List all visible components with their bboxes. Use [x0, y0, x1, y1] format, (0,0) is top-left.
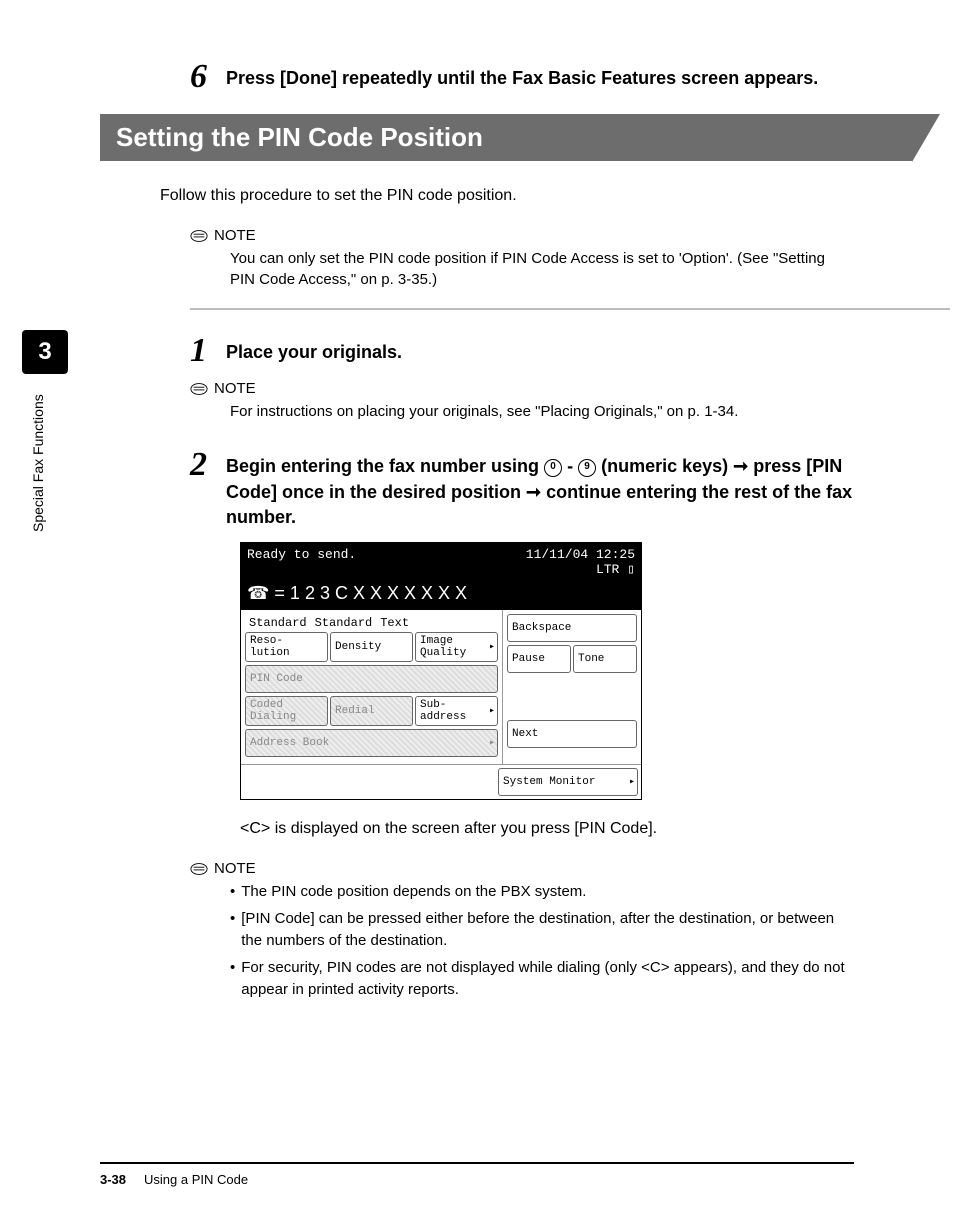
note-3-bullets: •The PIN code position depends on the PB… [230, 881, 854, 1002]
note-1: NOTE You can only set the PIN code posit… [190, 227, 854, 290]
note-icon [190, 862, 208, 876]
btn-subaddress[interactable]: Sub- address▸ [415, 696, 498, 726]
chapter-number: 3 [22, 330, 68, 374]
fax-left: Standard Standard Text Reso- lution Dens… [241, 610, 502, 764]
btn-next[interactable]: Next [507, 720, 637, 748]
divider [190, 308, 950, 310]
bullet-1: The PIN code position depends on the PBX… [241, 881, 586, 904]
sidebar-label: Special Fax Functions [30, 382, 46, 532]
step-6-text: Press [Done] repeatedly until the Fax Ba… [226, 60, 818, 91]
bullet-3: For security, PIN codes are not displaye… [241, 957, 854, 1002]
dash: - [567, 456, 578, 476]
key-0: 0 [544, 459, 562, 477]
fax-right: Backspace Pause Tone Next [502, 610, 641, 764]
btn-coded-dialing: Coded Dialing [245, 696, 328, 726]
btn-resolution[interactable]: Reso- lution [245, 632, 328, 662]
intro-text: Follow this procedure to set the PIN cod… [160, 185, 854, 207]
fax-ltr: LTR [596, 562, 619, 577]
label-text: Text [380, 616, 409, 630]
step-2-num: 2 [190, 448, 226, 482]
fax-topbar: Ready to send. 11/11/04 12:25 LTR ▯ [241, 543, 641, 581]
fax-ready: Ready to send. [247, 547, 356, 577]
btn-image-quality[interactable]: Image Quality▸ [415, 632, 498, 662]
note-3-label: NOTE [214, 860, 256, 877]
btn-pause[interactable]: Pause [507, 645, 571, 673]
note-3: NOTE •The PIN code position depends on t… [190, 860, 854, 1002]
bullet-2: [PIN Code] can be pressed either before … [241, 908, 854, 953]
caption: <C> is displayed on the screen after you… [240, 818, 854, 840]
step-2-text: Begin entering the fax number using 0 - … [226, 448, 854, 530]
step-2: 2 Begin entering the fax number using 0 … [190, 448, 854, 530]
key-9: 9 [578, 459, 596, 477]
note-1-label: NOTE [214, 227, 256, 244]
fax-datetime: 11/11/04 12:25 [526, 547, 635, 562]
label-standard1: Standard [249, 616, 307, 630]
step-1-text: Place your originals. [226, 334, 402, 365]
note-icon [190, 382, 208, 396]
footer: 3-38 Using a PIN Code [100, 1162, 854, 1187]
note-icon [190, 229, 208, 243]
btn-system-monitor[interactable]: System Monitor▸ [498, 768, 638, 796]
page-number: 3-38 [100, 1172, 126, 1187]
note-1-text: You can only set the PIN code position i… [230, 248, 854, 290]
step-6: 6 Press [Done] repeatedly until the Fax … [190, 60, 854, 94]
note-2: NOTE For instructions on placing your or… [190, 380, 854, 422]
note-2-text: For instructions on placing your origina… [230, 401, 854, 422]
step-1: 1 Place your originals. [190, 334, 854, 368]
fax-screen: Ready to send. 11/11/04 12:25 LTR ▯ ☎ = … [240, 542, 642, 800]
btn-backspace[interactable]: Backspace [507, 614, 637, 642]
sidebar-tab: 3 Special Fax Functions [0, 330, 68, 540]
step-6-num: 6 [190, 60, 226, 94]
btn-tone[interactable]: Tone [573, 645, 637, 673]
section-heading: Setting the PIN Code Position [100, 114, 912, 161]
fax-display: ☎ = 1 2 3 C X X X X X X X [241, 581, 641, 610]
label-standard2: Standard [315, 616, 373, 630]
btn-redial: Redial [330, 696, 413, 726]
footer-title: Using a PIN Code [144, 1172, 248, 1187]
step-1-num: 1 [190, 334, 226, 368]
note-2-label: NOTE [214, 380, 256, 397]
btn-pin-code: PIN Code [245, 665, 498, 693]
btn-address-book: Address Book▸ [245, 729, 498, 757]
fax-system-row: System Monitor▸ [241, 764, 641, 799]
step-2-before: Begin entering the fax number using [226, 456, 544, 476]
page: 3 Special Fax Functions 6 Press [Done] r… [0, 0, 954, 1227]
btn-density[interactable]: Density [330, 632, 413, 662]
